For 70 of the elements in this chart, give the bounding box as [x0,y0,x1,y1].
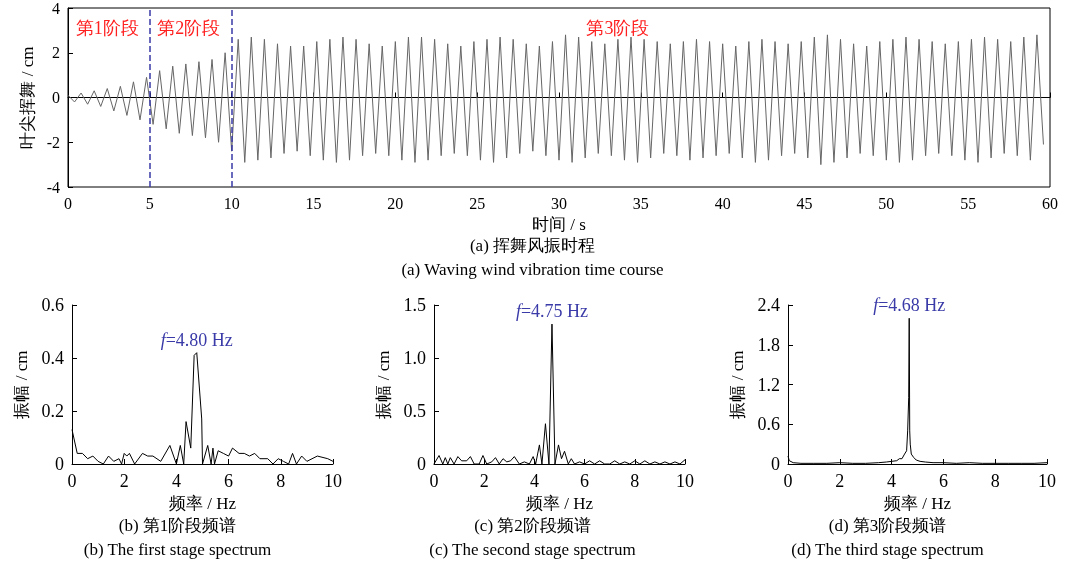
x-tick-label: 2 [835,471,845,491]
x-axis-title: 频率 / Hz [525,493,594,513]
x-tick-label: 2 [479,471,489,491]
x-tick-label: 45 [796,194,813,212]
x-tick-label: 2 [119,471,129,491]
x-tick-label: 60 [1042,194,1058,212]
x-tick-label: 25 [469,194,486,212]
text: (b) The first stage spectrum [83,540,272,559]
annotation: f=4.75 Hz [515,301,589,322]
text: (b) 第1阶段频谱 [118,516,237,535]
x-tick-label: 10 [676,471,694,491]
x-axis-title: 频率 / Hz [883,493,952,513]
x-tick-label: 0 [429,471,439,491]
y-axis-title: 振幅 / cm [728,350,747,419]
annotation: 第2阶段 [157,18,221,38]
text: (c) The second stage spectrum [429,540,636,559]
y-tick-label: 0.6 [41,295,64,315]
y-tick-label: 2.4 [757,295,780,315]
x-tick-label: 4 [529,471,539,491]
y-tick-label: 1.2 [757,374,780,395]
y-tick-label: -2 [46,133,60,151]
x-tick-label: 0 [783,471,793,491]
x-tick-label: 8 [990,471,1000,491]
x-tick-label: 6 [580,471,590,491]
x-axis-title: 频率 / Hz [168,493,237,513]
y-tick-label: 0 [771,454,780,474]
annotation: f=4.68 Hz [873,295,946,316]
x-tick-label: 20 [387,194,404,212]
y-tick-label: 4 [52,0,60,17]
y-tick-label: 0 [417,454,426,474]
annotation: 第1阶段 [75,18,139,38]
x-tick-label: 30 [551,194,567,212]
y-tick-label: -4 [46,178,60,196]
x-tick-label: 0 [67,471,77,491]
x-tick-label: 6 [224,471,234,491]
x-tick-label: 4 [887,471,897,491]
y-tick-label: 2 [52,44,60,62]
x-tick-label: 6 [938,471,948,491]
text: (a) 挥舞风振时程 [469,236,596,255]
y-tick-label: 1.8 [757,334,780,355]
x-axis-title: 时间 / s [532,214,586,234]
x-tick-label: 15 [305,194,322,212]
x-tick-label: 10 [324,471,342,491]
text: (c) 第2阶段频谱 [474,516,591,535]
y-tick-label: 0 [52,89,60,106]
x-tick-label: 10 [223,194,240,212]
x-tick-label: 5 [145,194,154,212]
y-tick-label: 0 [55,454,64,474]
annotation: f=4.80 Hz [160,329,233,350]
y-tick-label: 1.0 [403,348,426,368]
y-tick-label: 0.2 [41,401,64,421]
annotation: 第3阶段 [586,18,650,38]
text: (d) 第3阶段频谱 [828,516,947,535]
y-axis-title: 振幅 / cm [12,350,31,419]
text: (a) Waving wind vibration time course [401,260,664,279]
y-tick-label: 1.5 [403,295,426,315]
y-tick-label: 0.4 [41,348,64,368]
y-tick-label: 0.6 [757,414,780,435]
x-tick-label: 10 [1038,471,1056,491]
x-tick-label: 8 [630,471,640,491]
x-tick-label: 4 [171,471,181,491]
x-tick-label: 8 [276,471,286,491]
x-tick-label: 50 [878,194,895,212]
y-axis-title: 振幅 / cm [374,350,393,419]
y-axis-title: 叶尖挥舞 / cm [17,46,37,149]
x-tick-label: 35 [632,194,649,212]
text: (d) The third stage spectrum [791,540,984,559]
x-tick-label: 55 [960,194,977,212]
x-tick-label: 40 [714,194,731,212]
y-tick-label: 0.5 [403,401,426,421]
